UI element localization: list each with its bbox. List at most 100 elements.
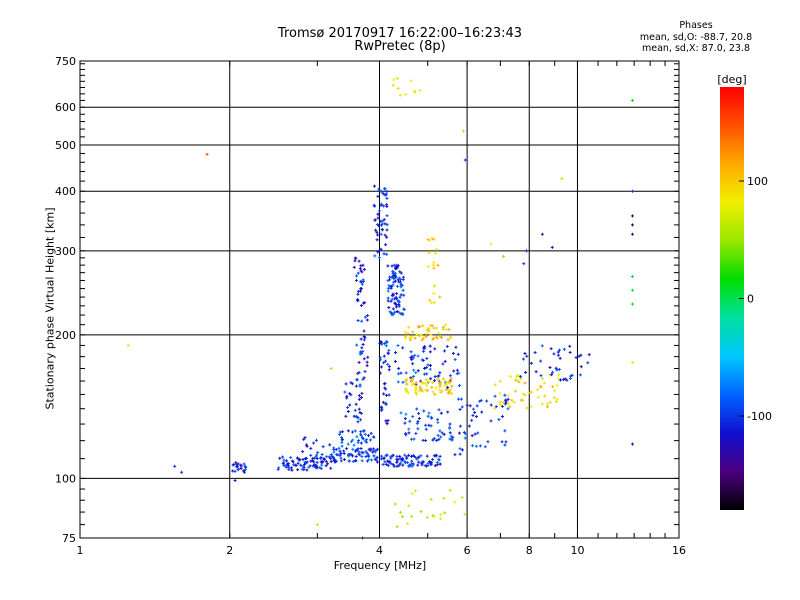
data-point	[376, 216, 380, 220]
plot-frame	[79, 60, 680, 539]
data-point	[458, 447, 462, 451]
data-point	[550, 373, 554, 377]
data-point	[363, 315, 367, 319]
data-point	[386, 362, 390, 366]
data-point	[548, 400, 552, 404]
data-point	[359, 430, 363, 434]
minor-ticks	[80, 61, 679, 538]
data-point	[539, 384, 543, 388]
data-point	[302, 462, 306, 466]
data-point	[453, 500, 457, 504]
data-point	[173, 464, 177, 468]
data-point	[364, 455, 368, 459]
data-point	[508, 405, 512, 409]
data-point	[284, 463, 288, 467]
data-point	[439, 390, 443, 394]
data-point	[514, 389, 518, 393]
data-point	[414, 390, 418, 394]
x-axis-label: Frequency [MHz]	[333, 559, 427, 572]
data-point	[322, 457, 326, 461]
data-point	[480, 410, 484, 414]
data-point	[180, 470, 184, 474]
data-point	[399, 293, 403, 297]
data-point	[414, 381, 418, 385]
data-point	[380, 228, 384, 232]
data-point	[379, 232, 383, 236]
data-point	[412, 368, 416, 372]
data-point	[375, 230, 379, 234]
data-point	[355, 274, 359, 278]
data-point	[568, 344, 572, 348]
data-point	[359, 396, 363, 400]
data-point	[384, 344, 388, 348]
x-tick-label: 6	[464, 544, 471, 557]
data-point	[356, 372, 360, 376]
data-point	[367, 447, 371, 451]
data-point	[418, 385, 422, 389]
data-point	[557, 377, 561, 381]
data-point	[448, 488, 452, 492]
data-point	[432, 326, 436, 330]
data-point	[465, 403, 469, 407]
data-point	[556, 373, 560, 377]
data-point	[540, 232, 544, 236]
data-point	[359, 264, 363, 268]
data-point	[504, 440, 508, 444]
data-point	[390, 294, 394, 298]
data-point	[404, 92, 408, 96]
data-point	[551, 385, 555, 389]
data-point	[397, 366, 401, 370]
data-point	[439, 513, 443, 517]
data-point	[381, 462, 385, 466]
data-point	[397, 303, 401, 307]
data-point	[379, 223, 383, 227]
colorbar-tick-label: 100	[747, 175, 768, 188]
data-point	[233, 478, 237, 482]
data-point	[579, 365, 583, 369]
data-point	[403, 421, 407, 425]
data-point	[425, 356, 429, 360]
data-point	[510, 398, 514, 402]
data-point	[342, 451, 346, 455]
data-point	[552, 352, 556, 356]
data-point	[432, 237, 436, 241]
data-point	[359, 432, 363, 436]
data-point	[243, 464, 247, 468]
data-point	[529, 390, 533, 394]
data-point	[457, 431, 461, 435]
data-point	[359, 287, 363, 291]
data-point	[489, 242, 493, 246]
data-point	[561, 378, 565, 382]
data-point	[298, 457, 302, 461]
data-point	[431, 390, 435, 394]
data-point	[354, 449, 358, 453]
data-point	[467, 424, 471, 428]
data-point	[359, 337, 363, 341]
data-point	[345, 394, 349, 398]
data-point	[405, 377, 409, 381]
data-point	[500, 440, 504, 444]
data-point	[519, 398, 523, 402]
data-point	[540, 402, 544, 406]
data-point	[397, 310, 401, 314]
data-point	[506, 397, 510, 401]
data-point	[399, 461, 403, 465]
data-point	[436, 374, 440, 378]
data-point	[338, 449, 342, 453]
data-point	[233, 469, 237, 473]
data-point	[382, 218, 386, 222]
data-point	[428, 344, 432, 348]
data-point	[392, 464, 396, 468]
data-point	[448, 422, 452, 426]
data-point	[395, 292, 399, 296]
data-point	[549, 347, 553, 351]
data-point	[387, 365, 391, 369]
data-point	[452, 369, 456, 373]
data-point	[357, 407, 361, 411]
data-point	[332, 450, 336, 454]
data-point	[411, 383, 415, 387]
data-point	[507, 402, 511, 406]
data-point	[305, 460, 309, 464]
data-point	[457, 384, 461, 388]
